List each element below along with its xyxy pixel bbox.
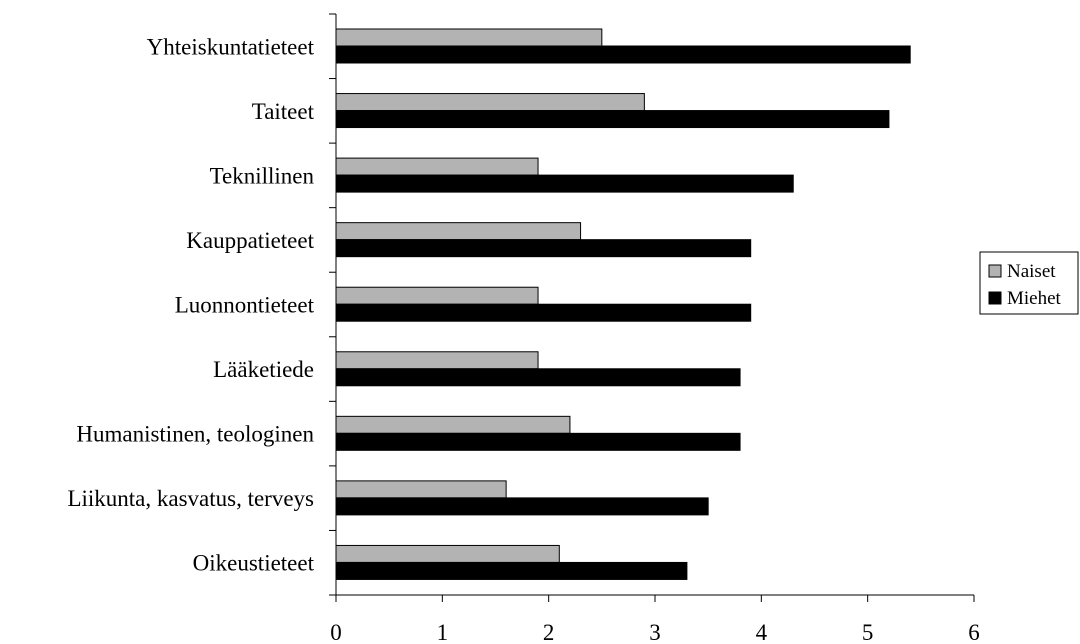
x-tick-label: 0 <box>330 620 342 644</box>
legend: Naiset Miehet <box>979 251 1079 315</box>
x-tick-label: 3 <box>649 620 661 644</box>
category-label: Teknillinen <box>210 163 315 188</box>
category-label: Luonnontieteet <box>175 293 315 318</box>
bar-naiset-5 <box>335 351 539 370</box>
x-tick-label: 1 <box>437 620 449 644</box>
bars-group <box>335 28 911 580</box>
bar-naiset-4 <box>335 286 539 305</box>
category-label: Liikunta, kasvatus, terveys <box>67 486 314 511</box>
category-label: Lääketiede <box>213 357 314 382</box>
bar-miehet-2 <box>335 174 794 193</box>
x-tick-label: 2 <box>543 620 555 644</box>
bar-miehet-5 <box>335 368 741 387</box>
category-labels: Yhteiskuntatieteet Taiteet Teknillinen Kaup… <box>67 34 314 575</box>
legend-label-naiset: Naiset <box>1007 261 1056 282</box>
bar-naiset-0 <box>335 28 603 47</box>
bar-naiset-2 <box>335 157 539 176</box>
legend-swatch-naiset <box>988 264 1002 278</box>
bar-miehet-0 <box>335 45 911 64</box>
bar-naiset-6 <box>335 415 571 434</box>
bar-miehet-8 <box>335 561 688 580</box>
x-tick-label: 6 <box>968 620 980 644</box>
bar-miehet-3 <box>335 239 752 258</box>
bar-miehet-4 <box>335 303 752 322</box>
category-label: Kauppatieteet <box>186 228 314 253</box>
axes-group <box>329 13 975 602</box>
x-tick-label: 4 <box>756 620 768 644</box>
legend-label-miehet: Miehet <box>1007 288 1062 309</box>
bar-miehet-1 <box>335 110 890 129</box>
x-tick-labels: 0 1 2 3 4 5 6 <box>330 620 980 644</box>
bar-miehet-7 <box>335 497 709 516</box>
bar-naiset-3 <box>335 222 582 241</box>
category-label: Humanistinen, teologinen <box>76 422 314 447</box>
category-label: Taiteet <box>252 99 315 124</box>
bar-naiset-1 <box>335 93 645 112</box>
bar-naiset-8 <box>335 544 560 563</box>
category-label: Yhteiskuntatieteet <box>147 34 315 59</box>
x-tick-label: 5 <box>862 620 874 644</box>
legend-swatch-miehet <box>988 291 1002 305</box>
bar-miehet-6 <box>335 432 741 451</box>
category-label: Oikeustieteet <box>193 551 315 576</box>
bar-naiset-7 <box>335 480 507 499</box>
